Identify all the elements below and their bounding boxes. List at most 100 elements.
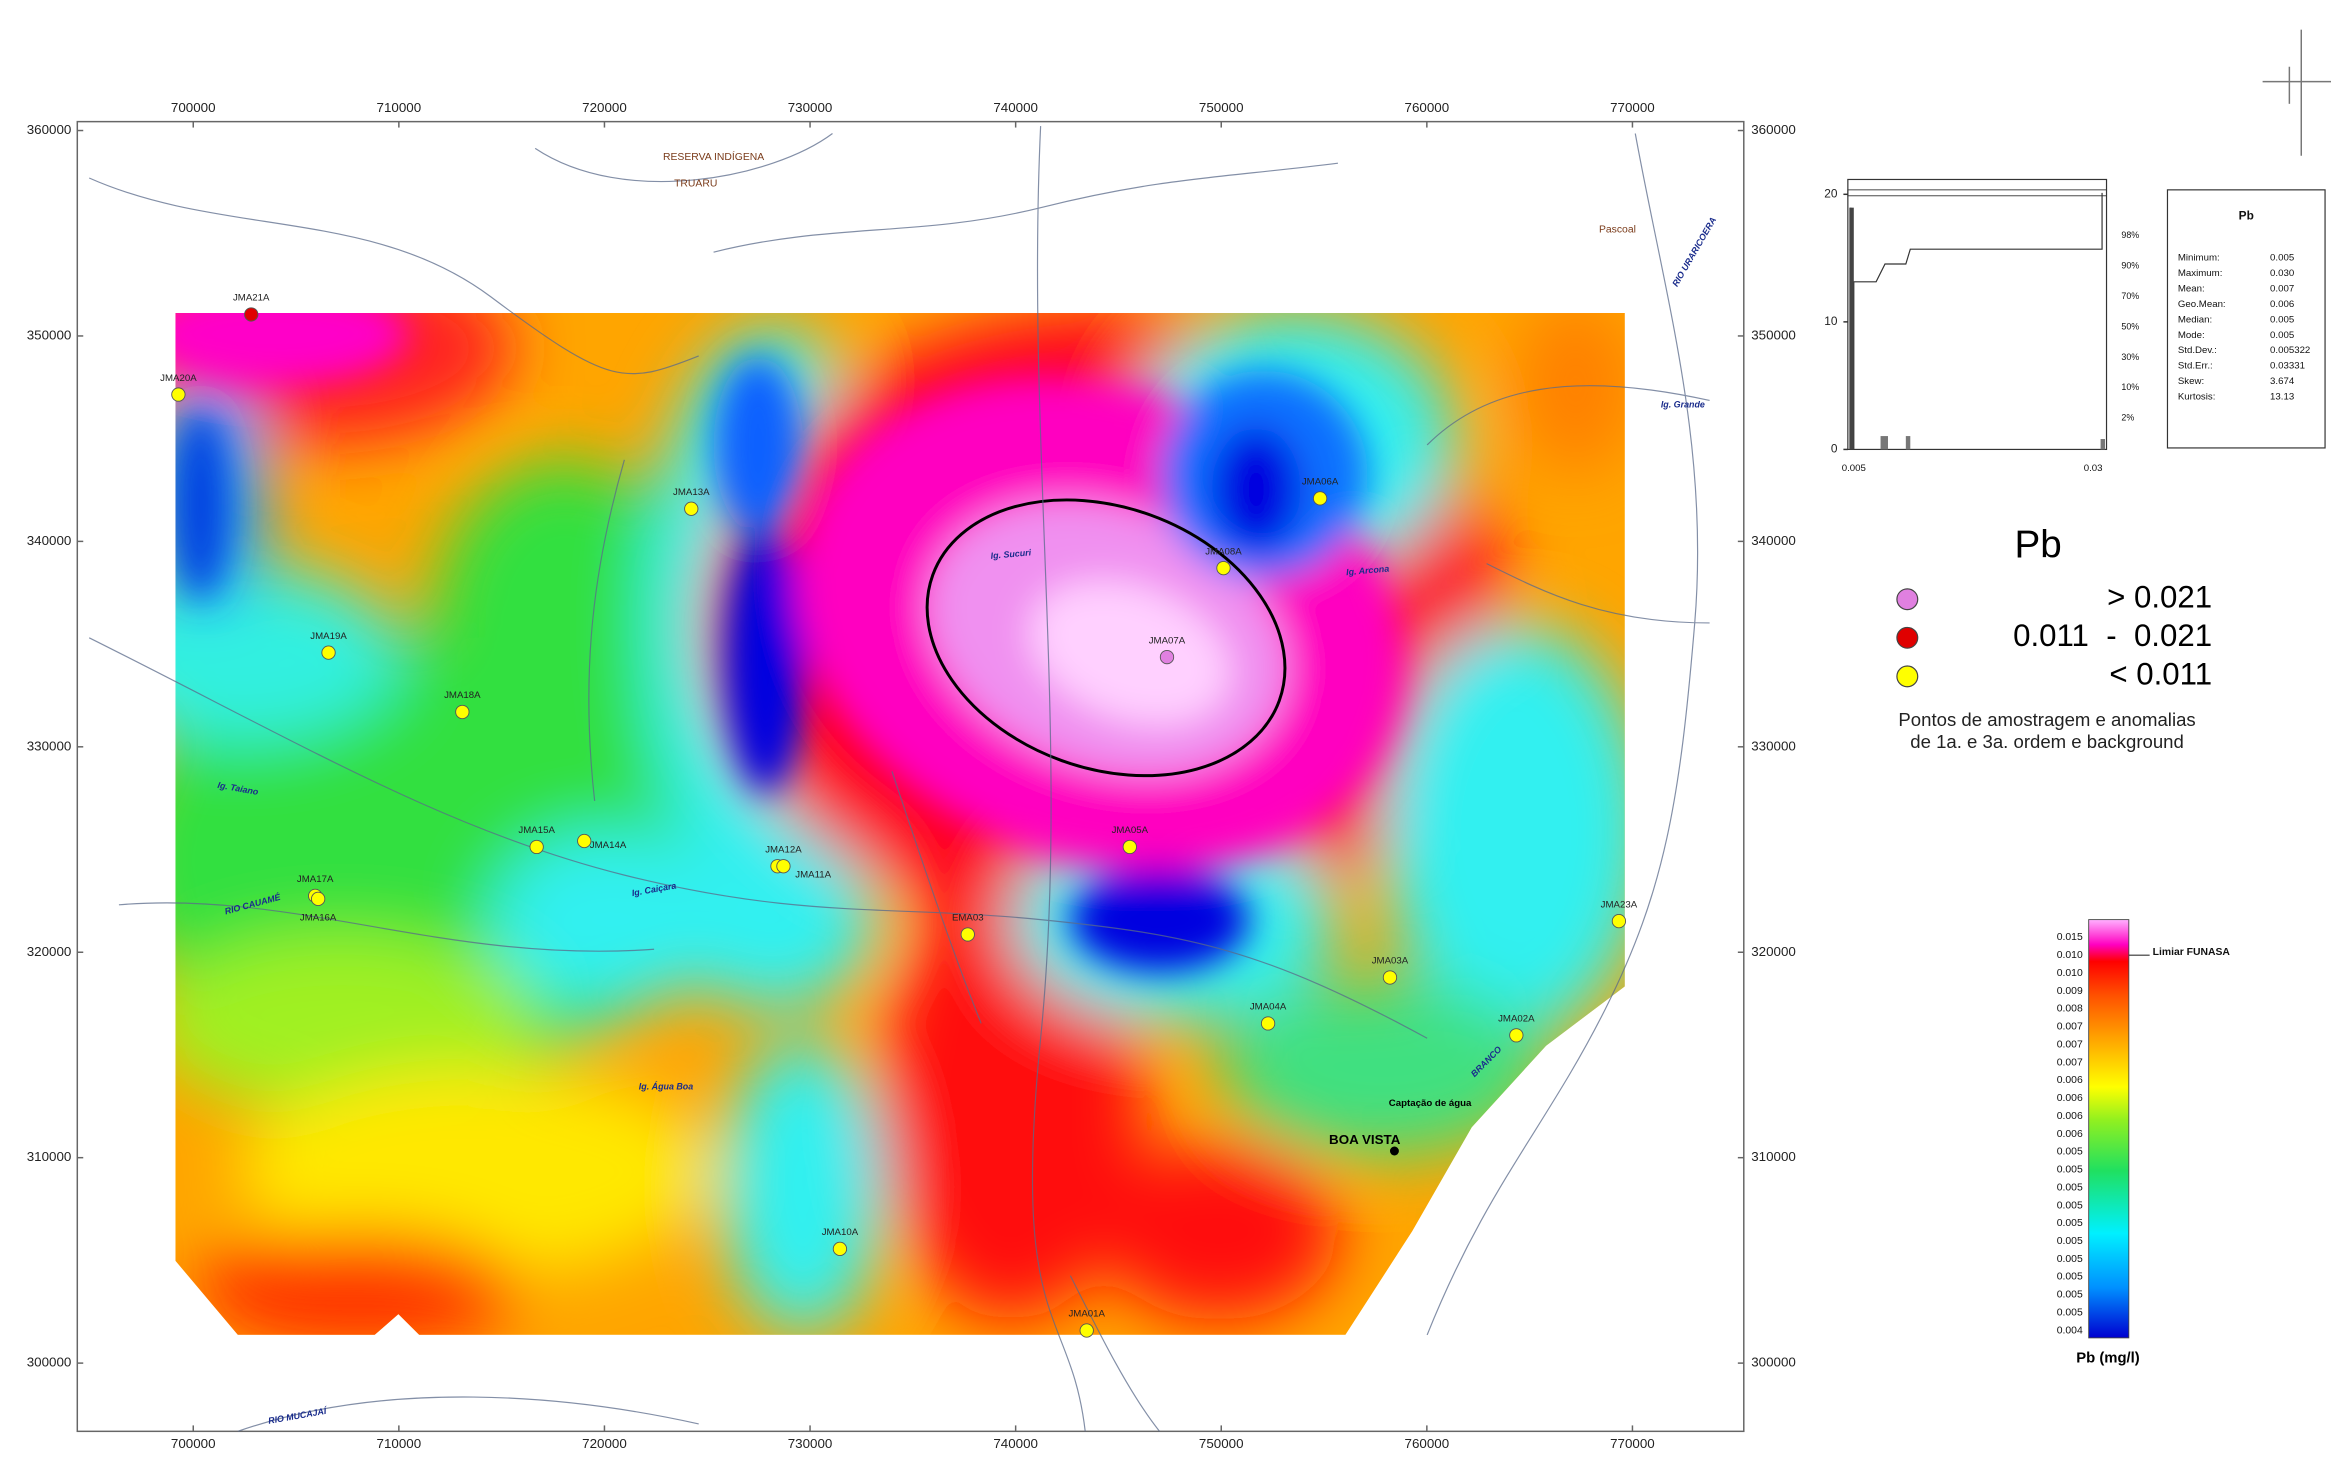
river-label: Ig. Água Boa [639, 1082, 693, 1092]
stat-value: 0.005 [2270, 314, 2294, 325]
stat-name: Geo.Mean: [2178, 299, 2226, 310]
y-tick-label: 310000 [27, 1149, 72, 1164]
stat-name: Mean: [2178, 283, 2205, 294]
colorbar-label: 0.010 [2057, 968, 2083, 979]
legend-label: < 0.011 [2109, 657, 2212, 692]
percentile-label: 70% [2121, 291, 2139, 301]
sample-label: JMA20A [160, 373, 197, 384]
stat-value: 0.005 [2270, 330, 2294, 341]
y-tick-label: 310000 [1751, 1149, 1796, 1164]
stat-value: 0.030 [2270, 268, 2294, 279]
sample-point [530, 840, 543, 853]
river-label: Ig. Grande [1661, 399, 1705, 409]
y-tick-label: 350000 [27, 327, 72, 342]
sample-point [1160, 650, 1173, 663]
x-tick-label: 720000 [582, 1436, 627, 1451]
place-label: RESERVA INDÍGENA [663, 150, 764, 163]
sample-point [311, 892, 324, 905]
colorbar-label: 0.007 [2057, 1057, 2083, 1068]
sample-point [685, 502, 698, 515]
stat-name: Mode: [2178, 330, 2205, 341]
x-tick-label: 730000 [788, 100, 833, 115]
sample-label: JMA05A [1112, 825, 1149, 836]
stat-name: Std.Dev.: [2178, 345, 2217, 356]
percentile-label: 50% [2121, 321, 2139, 331]
sample-label: JMA13A [673, 487, 710, 498]
sample-point [833, 1242, 846, 1255]
sample-label: JMA07A [1149, 635, 1186, 646]
sample-point [1123, 840, 1136, 853]
colorbar-label: 0.005 [2057, 1308, 2083, 1319]
percentile-label: 10% [2121, 382, 2139, 392]
hist-tick-label: 0 [1831, 442, 1838, 456]
colorbar-label: 0.005 [2057, 1218, 2083, 1229]
colorbar-label: 0.005 [2057, 1236, 2083, 1247]
stat-value: 3.674 [2270, 376, 2295, 387]
y-tick-label: 300000 [1751, 1355, 1796, 1370]
x-tick-label: 720000 [582, 100, 627, 115]
legend-label: 0.011 - 0.021 [2013, 618, 2212, 653]
colorbar-title: Pb (mg/l) [2076, 1351, 2140, 1367]
x-tick-label: 750000 [1199, 1436, 1244, 1451]
sample-label: JMA16A [300, 913, 337, 924]
stat-value: 0.005 [2270, 253, 2294, 264]
colorbar-label: 0.007 [2057, 1022, 2083, 1033]
percentile-label: 98% [2121, 230, 2139, 240]
legend-title: Pb [2015, 524, 2062, 567]
colorbar-label: 0.005 [2057, 1165, 2083, 1176]
histogram [1848, 179, 2107, 449]
hist-x-label: 0.005 [1842, 463, 1866, 474]
y-tick-label: 330000 [1751, 738, 1796, 753]
legend-label: > 0.021 [2107, 579, 2212, 614]
x-tick-label: 760000 [1405, 100, 1450, 115]
x-tick-label: 750000 [1199, 100, 1244, 115]
y-tick-label: 320000 [27, 944, 72, 959]
sample-label: JMA15A [518, 825, 555, 836]
sample-label: JMA04A [1250, 1002, 1287, 1013]
sample-point [1383, 971, 1396, 984]
sample-label: JMA23A [1601, 899, 1638, 910]
sample-label: JMA08A [1205, 546, 1242, 557]
sample-point [1080, 1324, 1093, 1337]
colorbar-label: 0.007 [2057, 1039, 2083, 1050]
x-tick-label: 730000 [788, 1436, 833, 1451]
y-tick-label: 320000 [1751, 944, 1796, 959]
sample-label: JMA02A [1498, 1014, 1535, 1025]
colorbar-label: 0.006 [2057, 1093, 2083, 1104]
colorbar [2089, 920, 2129, 1338]
sample-label: JMA01A [1068, 1309, 1105, 1320]
sample-point [1313, 492, 1326, 505]
colorbar-label: 0.006 [2057, 1129, 2083, 1140]
colorbar-label: 0.005 [2057, 1254, 2083, 1265]
legend-caption: de 1a. e 3a. ordem e background [1910, 731, 2184, 752]
sample-point [1612, 914, 1625, 927]
stats-title: Pb [2239, 209, 2254, 223]
sample-label: JMA21A [233, 293, 270, 304]
colorbar-labels: 0.0150.0100.0100.0090.0080.0070.0070.007… [2057, 932, 2231, 1366]
stat-value: 0.005322 [2270, 345, 2310, 356]
sample-label: JMA12A [765, 844, 802, 855]
stat-value: 0.007 [2270, 283, 2294, 294]
map-figure: 7000007000007100007100007200007200007300… [0, 0, 2331, 1461]
sample-point [322, 646, 335, 659]
x-tick-label: 710000 [377, 1436, 422, 1451]
sample-label: JMA03A [1372, 956, 1409, 967]
x-tick-label: 710000 [377, 100, 422, 115]
sample-label: JMA06A [1302, 477, 1339, 488]
sample-point [172, 388, 185, 401]
y-tick-label: 330000 [27, 738, 72, 753]
place-label: TRUARU [674, 179, 717, 190]
page: { "map": { "xticks": [700000, 710000, 72… [0, 0, 2331, 1461]
x-tick-label: 770000 [1610, 1436, 1655, 1451]
colorbar-label: 0.010 [2057, 950, 2083, 961]
sample-label: JMA11A [795, 870, 831, 881]
place-label: Pascoal [1599, 225, 1636, 236]
sample-label: JMA17A [297, 874, 334, 885]
legend-caption: Pontos de amostragem e anomalias [1898, 709, 2195, 730]
stat-name: Maximum: [2178, 268, 2223, 279]
colorbar-label: 0.005 [2057, 1182, 2083, 1193]
stat-name: Kurtosis: [2178, 391, 2216, 402]
sample-label: EMA03 [952, 913, 984, 924]
legend: Pb > 0.021 0.011 - 0.021 < 0.011 Pontos de a… [1897, 524, 2212, 752]
city-point [1390, 1147, 1399, 1156]
